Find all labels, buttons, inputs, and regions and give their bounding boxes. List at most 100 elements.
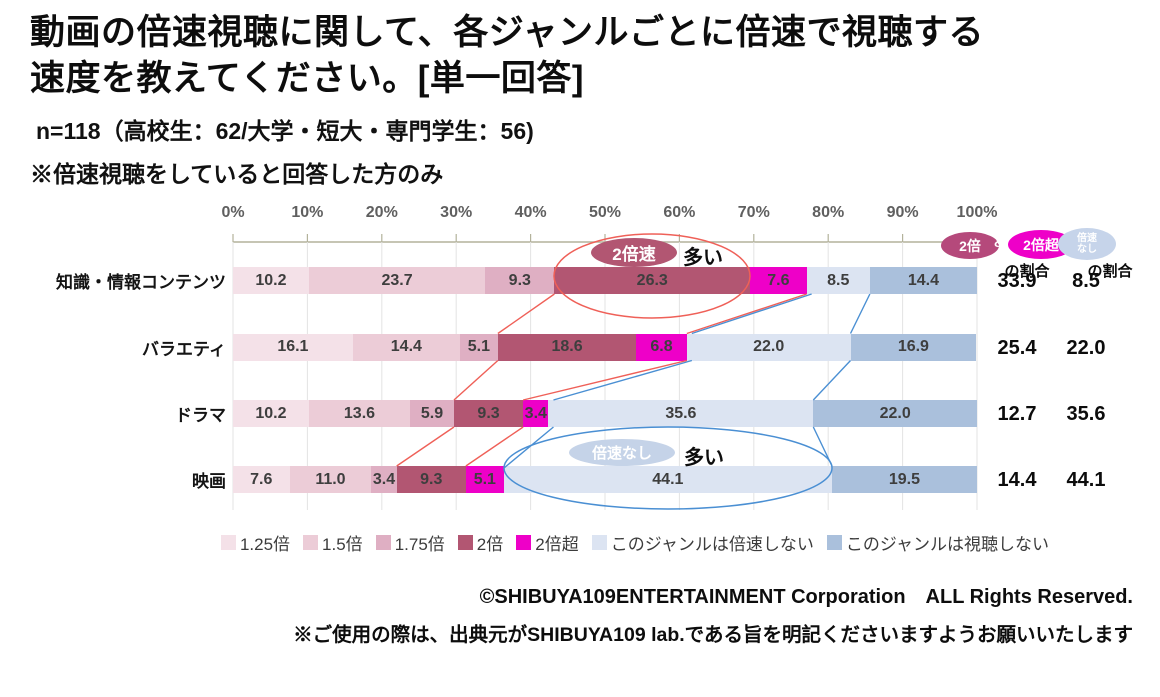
legend-item: 2倍超 — [516, 530, 579, 555]
bar-segment-value: 8.5 — [827, 271, 850, 289]
x-axis-tick: 70% — [737, 204, 770, 221]
page-title: 動画の倍速視聴に関して、各ジャンルごとに倍速で視聴する 速度を教えてください。[… — [30, 10, 984, 101]
legend-item: このジャンルは視聴しない — [826, 530, 1050, 555]
bar-segment-value: 5.1 — [467, 338, 490, 355]
bar-segment-value: 13.6 — [343, 404, 376, 422]
bar-segment: 10.2 — [233, 267, 309, 294]
summary-value: 25.4 — [997, 336, 1037, 359]
summary-value: 35.6 — [1066, 403, 1106, 425]
footer: ©SHIBUYA109ENTERTAINMENT Corporation ALL… — [293, 580, 1133, 647]
bar-segment: 44.1 — [503, 466, 832, 493]
legend-swatch — [516, 535, 532, 550]
bar-segment-value: 11.0 — [315, 470, 346, 488]
bar-segment: 5.9 — [410, 400, 454, 427]
bar-segment: 10.2 — [233, 400, 309, 427]
summary-value: 22.0 — [1066, 336, 1106, 359]
bar-segment: 6.8 — [636, 333, 687, 361]
bar-segment: 13.6 — [308, 400, 411, 427]
bar-segment-value: 7.6 — [250, 470, 273, 488]
legend-label: このジャンルは視聴しない — [845, 535, 1050, 554]
bar-segment-value: 16.1 — [277, 338, 309, 355]
row-label: 知識・情報コンテンツ — [56, 273, 226, 292]
bar-segment: 5.1 — [459, 333, 498, 361]
bar-segment: 26.3 — [554, 267, 751, 294]
legend-item: 1.25倍 — [220, 530, 291, 555]
bar-segment: 16.9 — [850, 333, 977, 361]
bar-segment: 5.1 — [465, 466, 504, 493]
legend-label: 1.5倍 — [322, 535, 363, 554]
bar-segment: 11.0 — [289, 466, 372, 493]
bar-segment-value: 35.6 — [665, 404, 697, 422]
bar-segment: 14.4 — [352, 333, 460, 361]
bar-segment-value: 16.9 — [897, 338, 929, 355]
bar-segment-value: 19.5 — [888, 470, 921, 488]
bar-segment-value: 6.8 — [650, 338, 673, 355]
summary-value: 33.9 — [997, 270, 1037, 292]
bar-segment-value: 5.9 — [420, 404, 444, 422]
legend-item: 1.75倍 — [375, 530, 445, 555]
bar-segment-value: 3.4 — [372, 470, 396, 488]
summary-value: 14.4 — [997, 469, 1037, 491]
x-axis-tick: 30% — [440, 204, 473, 221]
bar-segment: 19.5 — [831, 466, 977, 493]
summary-header-ampersand: & — [994, 234, 1005, 250]
summary-subheader-2: の割合 — [1087, 263, 1133, 280]
bar-segment-value: 9.3 — [420, 470, 443, 488]
bar-segment-value: 3.4 — [524, 404, 547, 422]
x-axis-tick: 10% — [291, 204, 324, 221]
x-axis-tick: 100% — [956, 204, 998, 221]
summary-value: 44.1 — [1066, 469, 1106, 491]
bar-segment-value: 9.3 — [508, 271, 531, 289]
legend-label: このジャンルは倍速しない — [610, 535, 814, 554]
title-line2: 速度を教えてください。[単一回答] — [30, 58, 585, 98]
bar-segment-value: 14.4 — [907, 271, 939, 289]
legend-swatch — [826, 535, 842, 550]
bar-segment: 9.3 — [485, 267, 555, 294]
bar-segment-value: 23.7 — [381, 271, 413, 289]
legend-label: 2倍 — [476, 535, 504, 554]
sample-size-note: n=118（高校生：62/大学・短大・専門学生：56) — [36, 118, 534, 144]
bar-segment-value: 18.6 — [551, 338, 583, 355]
filter-note: ※倍速視聴をしていると回答した方のみ — [30, 161, 444, 187]
bar-segment: 8.5 — [806, 267, 870, 294]
bar-segment-value: 7.6 — [767, 271, 790, 289]
bar-segment: 7.6 — [750, 267, 807, 294]
bar-segment: 23.7 — [308, 267, 486, 294]
summary-header-pill-nospeed: 倍速 なし — [1058, 228, 1116, 260]
title-line1: 動画の倍速視聴に関して、各ジャンルごとに倍速で視聴する — [30, 13, 984, 52]
bar-segment-value: 5.1 — [473, 470, 496, 488]
bar-segment-value: 9.3 — [477, 404, 500, 422]
legend-swatch — [591, 535, 607, 550]
x-axis-tick: 0% — [221, 204, 245, 221]
summary-value: 12.7 — [997, 403, 1037, 425]
x-axis-tick: 90% — [886, 204, 919, 221]
annotation-bubble-no-speed: 倍速なし — [569, 439, 675, 466]
legend-label: 1.75倍 — [394, 535, 445, 554]
bar-segment: 22.0 — [686, 333, 851, 361]
chart-legend: 1.25倍 1.5倍 1.75倍 2倍 2倍超 このジャンルは倍速しない このジャンルは視聴… — [115, 530, 1155, 555]
bar-segment: 22.0 — [813, 400, 977, 427]
bar-segment: 14.4 — [869, 267, 977, 294]
bar-segment: 7.6 — [233, 466, 290, 493]
row-label: 映画 — [192, 472, 226, 491]
annotation-text-many-bottom: 多い — [684, 447, 724, 469]
bar-segment-value: 26.3 — [636, 271, 668, 289]
x-axis-tick: 80% — [812, 204, 845, 221]
summary-subheader-1: の割合 — [1004, 263, 1050, 280]
legend-label: 1.25倍 — [239, 535, 291, 554]
bar-segment-value: 22.0 — [753, 338, 785, 355]
legend-item: 2倍 — [457, 530, 504, 555]
legend-swatch — [303, 535, 319, 550]
stacked-bar-chart: 0% 10% 20% 30% 40% 50% 60% 70% 80% 90% 100% 知識・情報コ… — [0, 198, 1160, 528]
bar-segment-value: 10.2 — [255, 404, 287, 422]
annotation-bubble-2x-speed: 2倍速 — [591, 238, 677, 267]
x-axis-tick: 50% — [588, 204, 622, 221]
legend-swatch — [220, 535, 236, 550]
copyright-text: ©SHIBUYA109ENTERTAINMENT Corporation ALL… — [479, 586, 1133, 608]
bar-segment: 18.6 — [497, 333, 637, 361]
bar-segment: 16.1 — [233, 333, 353, 361]
legend-swatch — [457, 535, 473, 550]
x-axis-tick: 20% — [365, 204, 398, 221]
legend-item: 1.5倍 — [303, 530, 363, 555]
